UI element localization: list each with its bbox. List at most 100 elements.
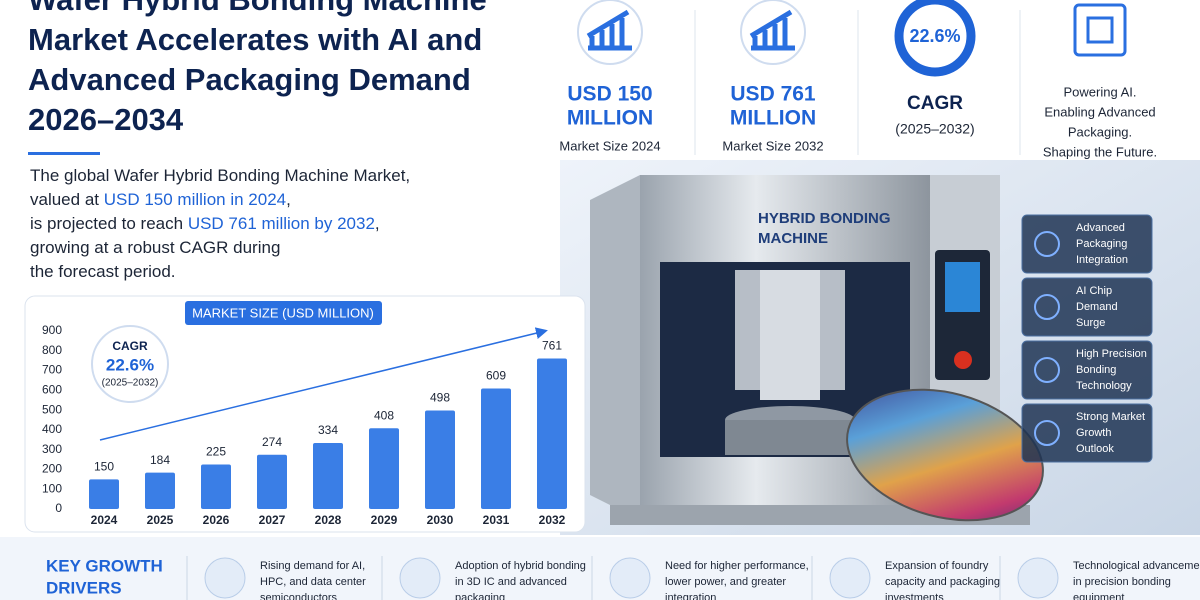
intro-line: valued at USD 150 million in 2024, xyxy=(30,190,291,209)
feature-text: Integration xyxy=(1076,254,1128,266)
value-label: 274 xyxy=(262,435,282,449)
headline-line: Wafer Hybrid Bonding Machine xyxy=(28,0,487,17)
y-tick-label: 900 xyxy=(42,323,62,337)
driver-text: HPC, and data center xyxy=(260,576,366,588)
driver-text: packaging xyxy=(455,592,505,600)
feature-text: High Precision xyxy=(1076,348,1147,360)
chip-icon xyxy=(1086,16,1114,44)
headline-line: Market Accelerates with AI and xyxy=(28,22,482,57)
y-tick-label: 200 xyxy=(42,462,62,476)
bar xyxy=(257,454,287,509)
cagr-badge xyxy=(91,325,169,403)
intro-line: The global Wafer Hybrid Bonding Machine … xyxy=(30,166,410,185)
value-label: 334 xyxy=(318,423,338,437)
intro-text: growing at a robust CAGR during xyxy=(30,238,280,257)
bar xyxy=(145,472,175,509)
feature-text: Advanced xyxy=(1076,222,1125,234)
feature-icon xyxy=(1034,231,1060,257)
x-tick-label: 2026 xyxy=(203,513,230,527)
y-tick-label: 400 xyxy=(42,422,62,436)
intro-text: , xyxy=(375,214,380,233)
driver-icon xyxy=(204,557,246,599)
chart-title: MARKET SIZE (USD MILLION) xyxy=(192,305,374,320)
intro-text: is projected to reach xyxy=(30,214,188,233)
driver-text: capacity and packaging xyxy=(885,576,1000,588)
bar xyxy=(201,464,231,509)
value-label: 184 xyxy=(150,453,170,467)
x-tick-label: 2030 xyxy=(427,513,454,527)
feature-card xyxy=(1021,403,1153,463)
cagr-ring xyxy=(894,0,976,77)
feature-text: AI Chip xyxy=(1076,285,1112,297)
stats-background xyxy=(560,0,1200,160)
bar xyxy=(313,442,343,509)
feature-text: Bonding xyxy=(1076,364,1116,376)
feature-text: Technology xyxy=(1076,380,1132,392)
driver-text: in precision bonding xyxy=(1073,576,1171,588)
machine-label: HYBRID BONDING xyxy=(758,210,891,227)
value-label: 225 xyxy=(206,445,226,459)
value-label: 150 xyxy=(94,460,114,474)
title-underline xyxy=(28,152,100,155)
cagr-stat-value: 22.6% xyxy=(909,26,960,46)
tagline-line: Powering AI. xyxy=(1064,84,1137,99)
stat-value: USD 150 xyxy=(567,83,652,106)
driver-text: Expansion of foundry xyxy=(885,560,989,572)
driver-text: in 3D IC and advanced xyxy=(455,576,567,588)
cagr-label: CAGR xyxy=(112,339,148,353)
x-tick-label: 2025 xyxy=(147,513,174,527)
driver-text: lower power, and greater xyxy=(665,576,786,588)
driver-text: Need for higher performance, xyxy=(665,560,809,572)
stat-icon xyxy=(749,9,795,51)
feature-icon xyxy=(1034,420,1060,446)
chip-icon xyxy=(1073,3,1127,57)
driver-text: Rising demand for AI, xyxy=(260,560,365,572)
bar xyxy=(369,428,399,509)
driver-icon xyxy=(399,557,441,599)
intro-line: is projected to reach USD 761 million by… xyxy=(30,214,380,233)
feature-text: Demand xyxy=(1076,301,1118,313)
feature-card xyxy=(1021,340,1153,400)
feature-text: Surge xyxy=(1076,317,1105,329)
driver-icon xyxy=(829,557,871,599)
value-label: 498 xyxy=(430,391,450,405)
y-tick-label: 800 xyxy=(42,343,62,357)
x-tick-label: 2029 xyxy=(371,513,398,527)
feature-icon xyxy=(1034,357,1060,383)
machine-label: MACHINE xyxy=(758,230,828,247)
stat-value: MILLION xyxy=(567,107,653,130)
driver-text: investments xyxy=(885,592,944,600)
x-tick-label: 2028 xyxy=(315,513,342,527)
x-tick-label: 2027 xyxy=(259,513,286,527)
stat-caption: Market Size 2024 xyxy=(559,138,660,153)
stat-icon xyxy=(586,9,632,51)
x-tick-label: 2032 xyxy=(539,513,566,527)
bar xyxy=(89,479,119,509)
intro-line: growing at a robust CAGR during xyxy=(30,238,280,257)
driver-text: Technological advancements xyxy=(1073,560,1200,572)
bar xyxy=(425,410,455,509)
feature-text: Strong Market xyxy=(1076,411,1145,423)
y-tick-label: 500 xyxy=(42,402,62,416)
machine-illustration xyxy=(590,175,1044,525)
cagr-value: 22.6% xyxy=(106,355,154,374)
driver-icon xyxy=(1017,557,1059,599)
intro-text: the forecast period. xyxy=(30,262,176,281)
trend-arrow xyxy=(99,327,548,441)
driver-text: integration xyxy=(665,592,716,600)
driver-text: equipment xyxy=(1073,592,1124,600)
y-tick-label: 700 xyxy=(42,363,62,377)
intro-text: valued at xyxy=(30,190,104,209)
intro-highlight: USD 761 million by 2032 xyxy=(188,214,375,233)
y-tick-label: 0 xyxy=(55,501,62,515)
x-tick-label: 2031 xyxy=(483,513,510,527)
cagr-stat-caption: (2025–2032) xyxy=(895,121,974,137)
feature-icon xyxy=(1034,294,1060,320)
feature-text: Outlook xyxy=(1076,443,1114,455)
feature-card xyxy=(1021,214,1153,274)
chart-title-pill xyxy=(185,301,382,325)
cagr-stat-label: CAGR xyxy=(907,93,963,114)
driver-text: semiconductors xyxy=(260,592,338,600)
y-tick-label: 600 xyxy=(42,383,62,397)
